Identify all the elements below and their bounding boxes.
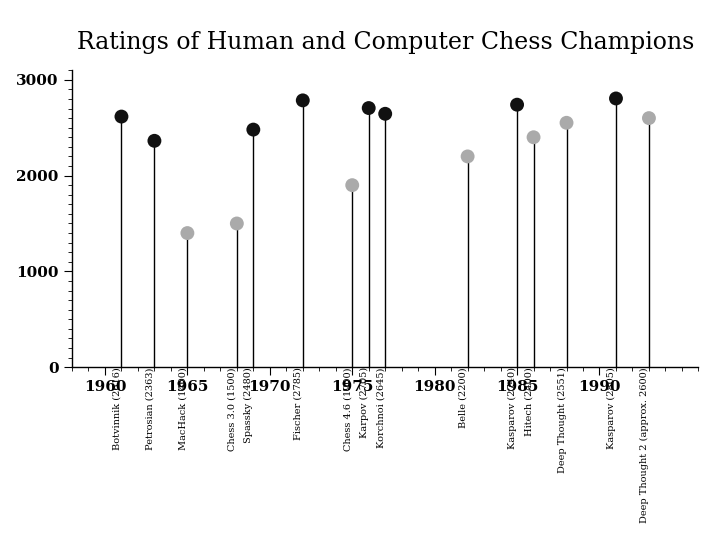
- Text: Belle (2200): Belle (2200): [459, 367, 467, 428]
- Text: Hitech (2400): Hitech (2400): [525, 367, 534, 436]
- Text: Kasparov (2805): Kasparov (2805): [607, 367, 616, 449]
- Text: Deep Thought (2551): Deep Thought (2551): [557, 367, 567, 473]
- Point: [116, 112, 127, 121]
- Point: [363, 104, 374, 112]
- Text: Petrosian (2363): Petrosian (2363): [145, 367, 154, 450]
- Point: [561, 118, 572, 127]
- Point: [511, 100, 523, 109]
- Point: [611, 94, 622, 103]
- Title: Ratings of Human and Computer Chess Champions: Ratings of Human and Computer Chess Cham…: [76, 31, 694, 55]
- Point: [248, 125, 259, 134]
- Text: Deep Thought 2 (approx. 2600): Deep Thought 2 (approx. 2600): [640, 367, 649, 523]
- Point: [297, 96, 309, 105]
- Text: Kasparov (2740): Kasparov (2740): [508, 367, 517, 449]
- Text: Chess 4.6 (1900): Chess 4.6 (1900): [343, 367, 352, 451]
- Point: [181, 229, 193, 238]
- Point: [379, 110, 391, 118]
- Text: Korchnoi (2645): Korchnoi (2645): [377, 367, 385, 448]
- Text: Karpov (2705): Karpov (2705): [359, 367, 369, 438]
- Point: [643, 114, 654, 123]
- Point: [148, 137, 160, 145]
- Text: Spassky (2480): Spassky (2480): [244, 367, 253, 443]
- Point: [231, 219, 243, 228]
- Point: [462, 152, 473, 161]
- Text: Chess 3.0 (1500): Chess 3.0 (1500): [228, 367, 237, 451]
- Text: Botvinnik (2616): Botvinnik (2616): [112, 367, 122, 450]
- Point: [528, 133, 539, 141]
- Point: [346, 181, 358, 190]
- Text: Fischer (2785): Fischer (2785): [294, 367, 303, 440]
- Text: MacHack (1400): MacHack (1400): [179, 367, 187, 450]
